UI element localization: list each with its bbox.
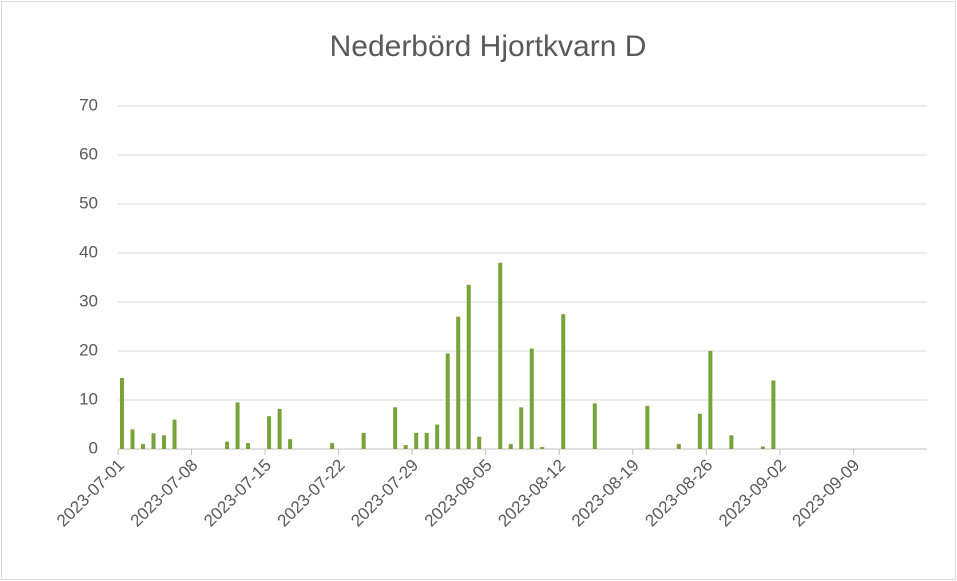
chart-title: Nederbörd Hjortkvarn D: [330, 30, 647, 63]
bar: [414, 432, 419, 449]
bar: [498, 262, 503, 449]
bar: [466, 284, 471, 449]
bar: [771, 380, 776, 449]
bar: [708, 351, 713, 449]
bar: [729, 435, 734, 449]
bar: [529, 348, 534, 449]
bar: [246, 443, 251, 449]
bar: [424, 432, 429, 449]
bar: [561, 314, 566, 449]
bar: [330, 443, 335, 449]
bar: [477, 436, 482, 449]
bar: [361, 432, 366, 449]
bar: [592, 403, 597, 449]
bar: [120, 377, 124, 449]
y-tick-label: 70: [79, 95, 98, 114]
bar: [172, 419, 177, 449]
bar: [162, 435, 167, 449]
bar: [456, 316, 461, 449]
bar: [508, 444, 513, 449]
y-tick-label: 0: [89, 438, 98, 457]
y-tick-label: 30: [79, 291, 98, 310]
y-tick-label: 40: [79, 242, 98, 261]
bar: [277, 408, 282, 449]
bar: [235, 402, 240, 449]
bar: [288, 439, 293, 449]
bar: [445, 353, 450, 449]
bar: [540, 447, 545, 449]
bar: [130, 429, 135, 449]
bar: [435, 424, 440, 449]
bar: [141, 444, 146, 449]
bar: [267, 416, 272, 449]
bar: [697, 413, 702, 449]
bar: [519, 407, 524, 449]
y-tick-label: 10: [79, 389, 98, 408]
bar: [225, 441, 230, 449]
bar: [151, 433, 156, 449]
bar: [676, 444, 681, 449]
y-tick-label: 50: [79, 193, 98, 212]
y-tick-label: 60: [79, 144, 98, 163]
bar: [760, 446, 765, 449]
bar: [403, 445, 408, 449]
bar: [645, 405, 650, 449]
y-tick-label: 20: [79, 340, 98, 359]
bar: [393, 407, 398, 449]
